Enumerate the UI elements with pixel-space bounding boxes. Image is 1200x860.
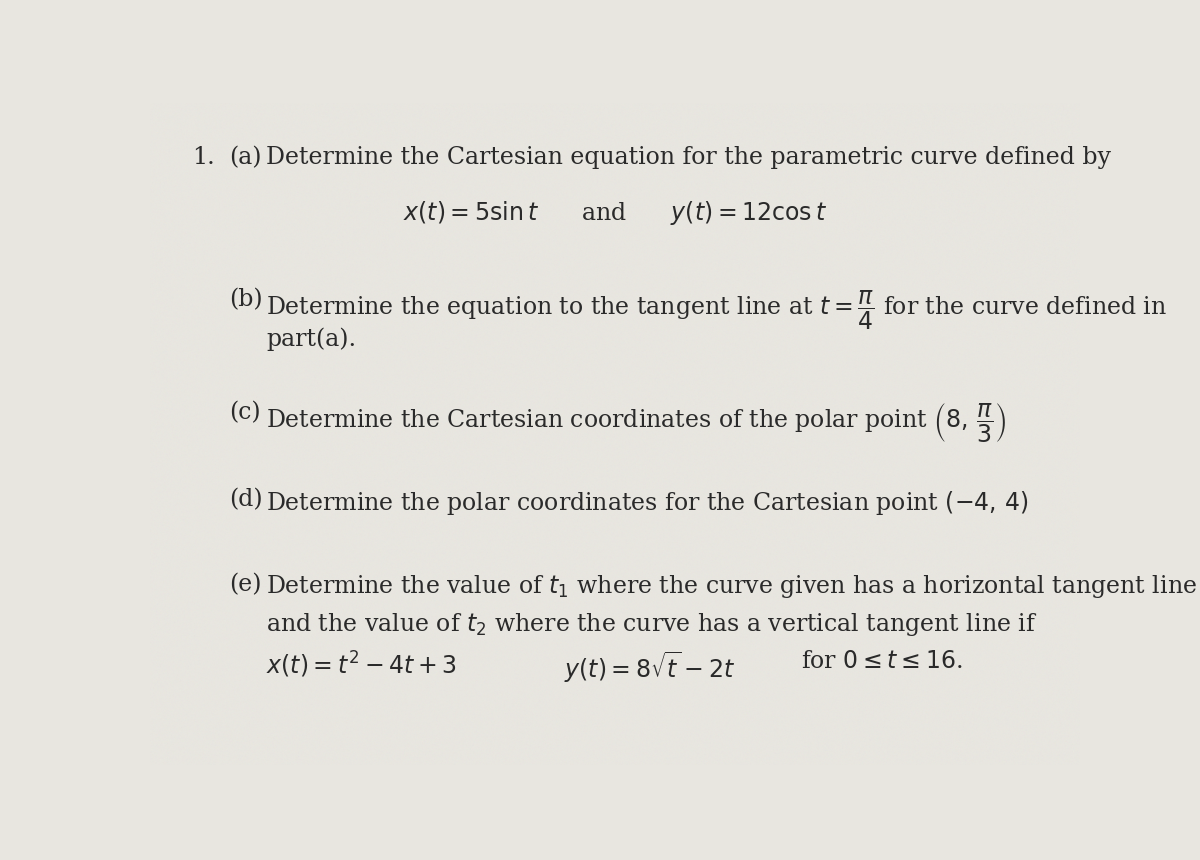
Text: 1.: 1. xyxy=(192,146,215,169)
Text: Determine the polar coordinates for the Cartesian point $(-4,\, 4)$: Determine the polar coordinates for the … xyxy=(266,488,1030,517)
Text: (b): (b) xyxy=(229,289,263,311)
Text: $y(t) = 8\sqrt{t} - 2t$: $y(t) = 8\sqrt{t} - 2t$ xyxy=(564,649,736,685)
Text: (c): (c) xyxy=(229,401,260,424)
Text: part(a).: part(a). xyxy=(266,327,356,351)
Text: Determine the Cartesian coordinates of the polar point $\left(8,\, \dfrac{\pi}{3: Determine the Cartesian coordinates of t… xyxy=(266,401,1007,445)
Text: $x(t) = 5\sin t$      and      $y(t) = 12\cos t$: $x(t) = 5\sin t$ and $y(t) = 12\cos t$ xyxy=(403,200,827,227)
Text: for $0 \leq t \leq 16$.: for $0 \leq t \leq 16$. xyxy=(802,649,962,673)
Text: Determine the Cartesian equation for the parametric curve defined by: Determine the Cartesian equation for the… xyxy=(266,146,1111,169)
Text: (a): (a) xyxy=(229,146,262,169)
Text: $x(t) = t^2 - 4t + 3$: $x(t) = t^2 - 4t + 3$ xyxy=(266,649,457,679)
Text: Determine the equation to the tangent line at $t = \dfrac{\pi}{4}$ for the curve: Determine the equation to the tangent li… xyxy=(266,289,1168,332)
Text: Determine the value of $t_1$ where the curve given has a horizontal tangent line: Determine the value of $t_1$ where the c… xyxy=(266,574,1198,600)
Text: (d): (d) xyxy=(229,488,263,512)
Text: and the value of $t_2$ where the curve has a vertical tangent line if: and the value of $t_2$ where the curve h… xyxy=(266,611,1038,638)
Text: (e): (e) xyxy=(229,574,262,596)
